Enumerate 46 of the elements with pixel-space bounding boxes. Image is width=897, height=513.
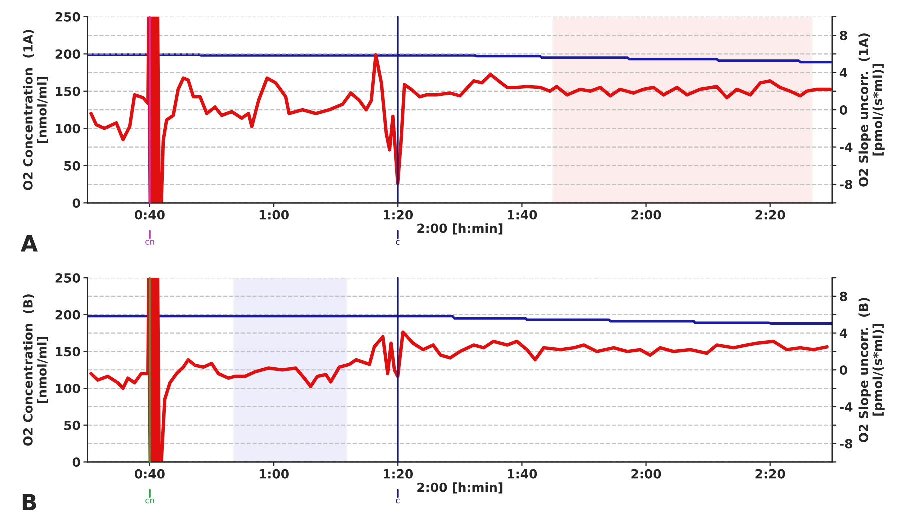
ref-line-label: c	[396, 240, 400, 245]
y2-axis-title: O2 Slope uncorr. (1A) [pmol/(s*ml)]	[858, 34, 885, 187]
y-tick-label: 150	[56, 347, 80, 357]
x-tick-label: 1:20	[384, 210, 414, 220]
y2-tick-label: -8	[840, 439, 852, 449]
x-tick-label: 1:40	[508, 210, 538, 220]
x-tick-label: 1:40	[508, 469, 538, 479]
text: B	[22, 494, 36, 510]
x-tick-label: 2:20	[756, 210, 786, 220]
y-axis-title: O2 Concentration (1A) [nmol/ml]	[23, 30, 48, 190]
ref-line-label: cn	[146, 498, 154, 504]
x-tick-label: 1:00	[260, 210, 289, 220]
y2-tick-label: 8	[840, 292, 848, 302]
y2-tick-label: 0	[840, 106, 848, 115]
y-tick-label: 0	[72, 198, 80, 208]
x-axis-title: 2:00 [h:min]	[418, 224, 503, 235]
x-tick-label: 2:20	[756, 469, 786, 479]
y-tick-label: 200	[56, 310, 80, 320]
y-tick-label: 50	[64, 420, 80, 430]
y2-tick-label: 8	[840, 31, 848, 40]
ref-line-label: cn	[146, 240, 154, 245]
x-axis-title: 2:00 [h:min]	[418, 482, 503, 494]
text: A	[21, 235, 38, 252]
x-tick-label: 1:20	[384, 469, 414, 479]
y-tick-label: 250	[56, 274, 80, 283]
ref-line-label: c	[396, 498, 400, 504]
y-tick-label: 100	[56, 124, 80, 134]
y2-tick-label: 4	[840, 328, 848, 338]
y-tick-label: 200	[56, 50, 80, 60]
y-axis-title: O2 Concentration (B) [nmol/ml]	[23, 294, 48, 446]
x-tick-label: 0:40	[135, 210, 165, 220]
y-tick-label: 150	[56, 86, 80, 96]
y2-tick-label: -4	[840, 402, 853, 412]
x-tick-label: 2:00	[632, 469, 662, 479]
y2-tick-label: 4	[840, 68, 848, 78]
y-tick-label: 250	[56, 12, 80, 22]
x-tick-label: 1:00	[260, 469, 289, 479]
y2-tick-label: -4	[840, 142, 853, 152]
y2-tick-label: -8	[840, 180, 852, 190]
y-tick-label: 100	[56, 384, 80, 394]
y2-axis-title: O2 Slope uncorr. (B) [pmol/(s*ml)]	[858, 298, 885, 443]
y2-tick-label: 0	[840, 366, 848, 376]
x-tick-label: 2:00	[632, 210, 662, 220]
y-tick-label: 50	[64, 161, 80, 171]
x-tick-label: 0:40	[135, 469, 165, 479]
y-tick-label: 0	[72, 458, 80, 468]
